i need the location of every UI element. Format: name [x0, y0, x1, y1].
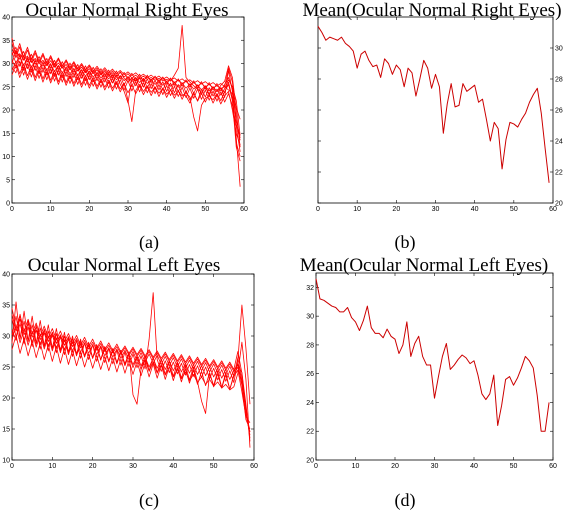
plot-frame	[315, 272, 554, 461]
y-tick-label: 28	[306, 342, 314, 349]
y-tick-label: 15	[2, 427, 10, 434]
x-tick-label: 30	[432, 206, 440, 213]
x-tick-label: 10	[47, 206, 55, 213]
x-tick-label: 50	[201, 206, 209, 213]
x-tick-label: 10	[48, 463, 56, 470]
x-tick-label: 20	[392, 206, 400, 213]
y-tick-label: 30	[2, 334, 10, 341]
panel-caption: (d)	[395, 490, 416, 510]
x-tick-label: 0	[314, 463, 318, 470]
panel-caption: (a)	[139, 232, 159, 253]
plot-frame	[11, 16, 245, 204]
x-tick-label: 0	[316, 206, 320, 213]
y-tick-label: 22	[306, 429, 314, 436]
y-tick-label: 26	[555, 108, 563, 115]
y-tick-label: 30	[306, 314, 314, 321]
x-tick-label: 0	[10, 206, 14, 213]
x-tick-label: 0	[10, 463, 14, 470]
panel-caption: (b)	[395, 232, 416, 253]
series-line	[11, 325, 251, 436]
y-tick-label: 24	[306, 400, 314, 407]
y-tick-label: 24	[555, 139, 563, 146]
chart-title: Ocular Normal Right Eyes	[25, 0, 228, 21]
chart-title: Mean(Ocular Normal Right Eyes)	[302, 0, 561, 21]
x-tick-label: 10	[353, 206, 361, 213]
x-tick-label: 20	[89, 463, 97, 470]
x-tick-label: 60	[240, 206, 248, 213]
x-tick-label: 50	[210, 463, 218, 470]
x-tick-label: 20	[391, 463, 399, 470]
y-tick-label: 25	[2, 84, 10, 91]
y-tick-label: 20	[306, 458, 314, 465]
series-line	[11, 50, 241, 136]
chart-title: Mean(Ocular Normal Left Eyes)	[300, 255, 548, 276]
series-line	[11, 60, 241, 152]
panel-4: 0 10 20 30 40 50 60 20 22 24 26 28 30 32 Mean(Ocular N…	[300, 255, 557, 510]
y-tick-label: 28	[555, 77, 563, 84]
panel-1: 0 10 20 30 40 50 60 0 5 10 15 20 25 30 35 40 Ocular Norm…	[2, 0, 248, 253]
series-line	[11, 318, 251, 439]
series-line	[11, 308, 251, 433]
x-tick-label: 20	[85, 206, 93, 213]
x-tick-label: 40	[163, 206, 171, 213]
series-line	[317, 26, 550, 183]
x-tick-label: 50	[510, 206, 518, 213]
y-tick-label: 26	[306, 371, 314, 378]
plot-frame	[317, 16, 554, 204]
y-tick-label: 20	[2, 396, 10, 403]
series-line	[11, 315, 251, 430]
y-tick-label: 30	[555, 46, 563, 53]
y-tick-label: 30	[2, 61, 10, 68]
y-tick-label: 22	[555, 170, 563, 177]
x-tick-label: 30	[129, 463, 137, 470]
y-tick-label: 35	[2, 38, 10, 45]
x-tick-label: 30	[124, 206, 132, 213]
panel-caption: (c)	[139, 490, 159, 510]
series-line	[11, 54, 241, 157]
x-tick-label: 40	[471, 206, 479, 213]
chart-title: Ocular Normal Left Eyes	[28, 255, 221, 276]
y-tick-label: 20	[2, 108, 10, 115]
x-tick-label: 40	[169, 463, 177, 470]
x-tick-label: 10	[352, 463, 360, 470]
x-tick-label: 50	[510, 463, 518, 470]
y-tick-label: 25	[2, 365, 10, 372]
y-tick-label: 10	[2, 154, 10, 161]
series-line	[11, 37, 241, 138]
y-tick-label: 20	[555, 201, 563, 208]
y-tick-label: 0	[6, 201, 10, 208]
series-line	[11, 64, 241, 146]
y-tick-label: 10	[2, 458, 10, 465]
series-line	[11, 334, 251, 424]
x-tick-label: 30	[431, 463, 439, 470]
x-tick-label: 40	[470, 463, 478, 470]
x-tick-label: 60	[250, 463, 258, 470]
series-line	[315, 278, 550, 432]
y-tick-label: 5	[6, 177, 10, 184]
y-tick-label: 40	[2, 15, 10, 22]
y-tick-label: 15	[2, 131, 10, 138]
y-tick-label: 32	[306, 285, 314, 292]
y-tick-label: 35	[2, 303, 10, 310]
series-line	[11, 61, 241, 162]
y-tick-label: 40	[2, 272, 10, 279]
x-tick-label: 60	[549, 206, 557, 213]
x-tick-label: 60	[549, 463, 557, 470]
